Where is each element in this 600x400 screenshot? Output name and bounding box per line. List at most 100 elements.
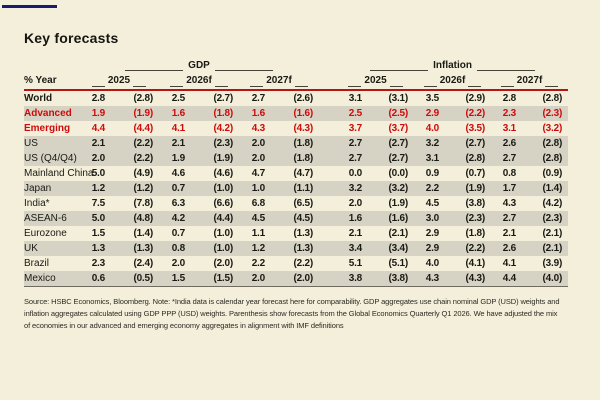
inflation-value-cell: 3.1 [348, 93, 363, 104]
inflation-value-cell: 0.8 [502, 168, 517, 179]
gdp-value-cell: 2.1 [91, 138, 106, 149]
gdp-value-cell: (2.2) [133, 138, 153, 149]
row-label: ASEAN-6 [24, 213, 67, 224]
table-row: Eurozone 1.5 (1.4) 0.7 (1.0) 1.1 (1.3) 2.1 (2.1)… [24, 226, 568, 241]
gdp-value-cell: 5.0 [91, 168, 106, 179]
row-spacer [319, 271, 338, 287]
inflation-value-cell: 3.4 [348, 243, 363, 254]
inflation-value-cell: 0.0 [348, 168, 363, 179]
gdp-value-cell: 6.3 [171, 198, 186, 209]
table-row: Mexico 0.6 (0.5) 1.5 (1.5) 2.0 (2.0) 3.8 (3.8) 4.… [24, 271, 569, 287]
inflation-value-cell: 2.5 [348, 108, 363, 119]
gdp-value-cell: (6.6) [213, 198, 233, 209]
header-rule [477, 70, 535, 71]
inflation-value-cell: 2.6 [502, 243, 517, 254]
inflation-value-cell: (2.1) [542, 228, 563, 239]
row-spacer [319, 196, 337, 211]
gdp-value-cell: 1.9 [171, 153, 186, 164]
inflation-value-cell: 4.5 [425, 198, 440, 209]
inflation-value-cell: (0.7) [465, 168, 486, 179]
inflation-value-cell: 2.1 [502, 228, 517, 239]
header-spacer [319, 59, 337, 73]
year-header-row: % Year 2025 2026f 2027f 2025 2026f [24, 73, 569, 91]
inflation-value-cell: 2.9 [425, 243, 440, 254]
inflation-value-cell: (3.8) [465, 198, 486, 209]
gdp-value-cell: 1.9 [91, 108, 106, 119]
gdp-value-cell: 2.2 [251, 258, 266, 269]
year-label: 2026f [186, 75, 212, 86]
gdp-value-cell: (1.3) [293, 243, 314, 254]
group-header-row: GDP Inflation [24, 59, 568, 73]
row-label: Brazil [24, 258, 50, 269]
gdp-value-cell: (4.8) [133, 213, 153, 224]
inflation-value-cell: (2.8) [542, 153, 563, 164]
gdp-value-cell: (4.4) [213, 213, 233, 224]
inflation-value-cell: 3.0 [425, 213, 440, 224]
inflation-value-cell: (2.3) [542, 213, 563, 224]
gdp-value-cell: (2.4) [133, 258, 153, 269]
gdp-year-cell: 2026f [159, 73, 239, 91]
inflation-value-cell: (2.3) [465, 213, 486, 224]
row-spacer [319, 226, 337, 241]
gdp-value-cell: (1.8) [293, 138, 314, 149]
inflation-value-cell: (2.8) [465, 153, 486, 164]
inflation-value-cell: 4.3 [502, 198, 517, 209]
gdp-value-cell: (1.2) [133, 183, 153, 194]
gdp-value-cell: 2.8 [91, 93, 106, 104]
header-rule [214, 70, 273, 71]
row-label: Mainland China [24, 168, 94, 179]
gdp-value-cell: 4.7 [251, 168, 266, 179]
row-spacer [319, 151, 337, 166]
gdp-value-cell: (7.8) [133, 198, 153, 209]
inflation-value-cell: (1.4) [542, 183, 563, 194]
table-row: Advanced 1.9 (1.9) 1.6 (1.8) 1.6 (1.6) 2.5 (2.5)… [24, 106, 569, 121]
inflation-value-cell: (3.2) [542, 123, 563, 134]
inflation-year-cell: 2026f [414, 73, 492, 91]
gdp-value-cell: (2.2) [133, 153, 153, 164]
inflation-value-cell: 3.8 [337, 271, 369, 287]
gdp-value-cell: 1.6 [171, 108, 186, 119]
gdp-value-cell: 2.7 [251, 93, 266, 104]
gdp-value-cell: (4.3) [293, 123, 314, 134]
gdp-value-cell: (2.7) [213, 93, 233, 104]
gdp-value-cell: 4.4 [91, 123, 106, 134]
inflation-value-cell: (1.9) [388, 198, 409, 209]
inflation-value-cell: (3.7) [388, 123, 409, 134]
inflation-value-cell: 2.9 [425, 228, 440, 239]
table-row: India* 7.5 (7.8) 6.3 (6.6) 6.8 (6.5) 2.0 (1.9) 4.… [24, 196, 568, 211]
gdp-value-cell: (1.9) [133, 108, 153, 119]
inflation-value-cell: 2.7 [502, 153, 517, 164]
inflation-value-cell: (2.8) [542, 138, 563, 149]
gdp-value-cell: (1.5) [191, 271, 239, 287]
inflation-value-cell: (4.1) [465, 258, 486, 269]
gdp-value-cell: (4.6) [213, 168, 233, 179]
gdp-value-cell: (4.7) [293, 168, 314, 179]
gdp-value-cell: (1.9) [213, 153, 233, 164]
inflation-value-cell: (2.7) [388, 138, 409, 149]
inflation-value-cell: 3.1 [502, 123, 517, 134]
table-body: World 2.8 (2.8) 2.5 (2.7) 2.7 (2.6) 3.1 (3.1) 3.5… [24, 90, 569, 287]
gdp-value-cell: (1.6) [293, 108, 314, 119]
inflation-value-cell: 2.0 [348, 198, 363, 209]
gdp-value-cell: (2.3) [213, 138, 233, 149]
inflation-value-cell: (0.9) [542, 168, 563, 179]
table-row: ASEAN-6 5.0 (4.8) 4.2 (4.4) 4.5 (4.5) 1.6 (1.6) 3… [24, 211, 569, 226]
year-label: 2026f [439, 75, 466, 86]
inflation-value-cell: (3.5) [465, 123, 486, 134]
gdp-value-cell: 2.0 [91, 153, 106, 164]
table-row: Mainland China 5.0 (4.9) 4.6 (4.6) 4.7 (4.7) 0.… [24, 166, 568, 181]
gdp-value-cell: (2.8) [133, 93, 153, 104]
row-label: Eurozone [24, 228, 67, 239]
header-rule [91, 86, 105, 87]
inflation-value-cell: 1.7 [502, 183, 517, 194]
gdp-value-cell: (6.5) [293, 198, 314, 209]
gdp-value-cell: (2.6) [293, 93, 314, 104]
header-rule [250, 86, 264, 87]
accent-line [2, 5, 57, 8]
gdp-value-cell: (4.5) [293, 213, 314, 224]
inflation-value-cell: (1.8) [465, 228, 486, 239]
row-label: Japan [24, 183, 52, 194]
row-label: Advanced [24, 108, 72, 119]
inflation-value-cell: (2.3) [542, 108, 563, 119]
gdp-value-cell: 0.7 [171, 183, 186, 194]
